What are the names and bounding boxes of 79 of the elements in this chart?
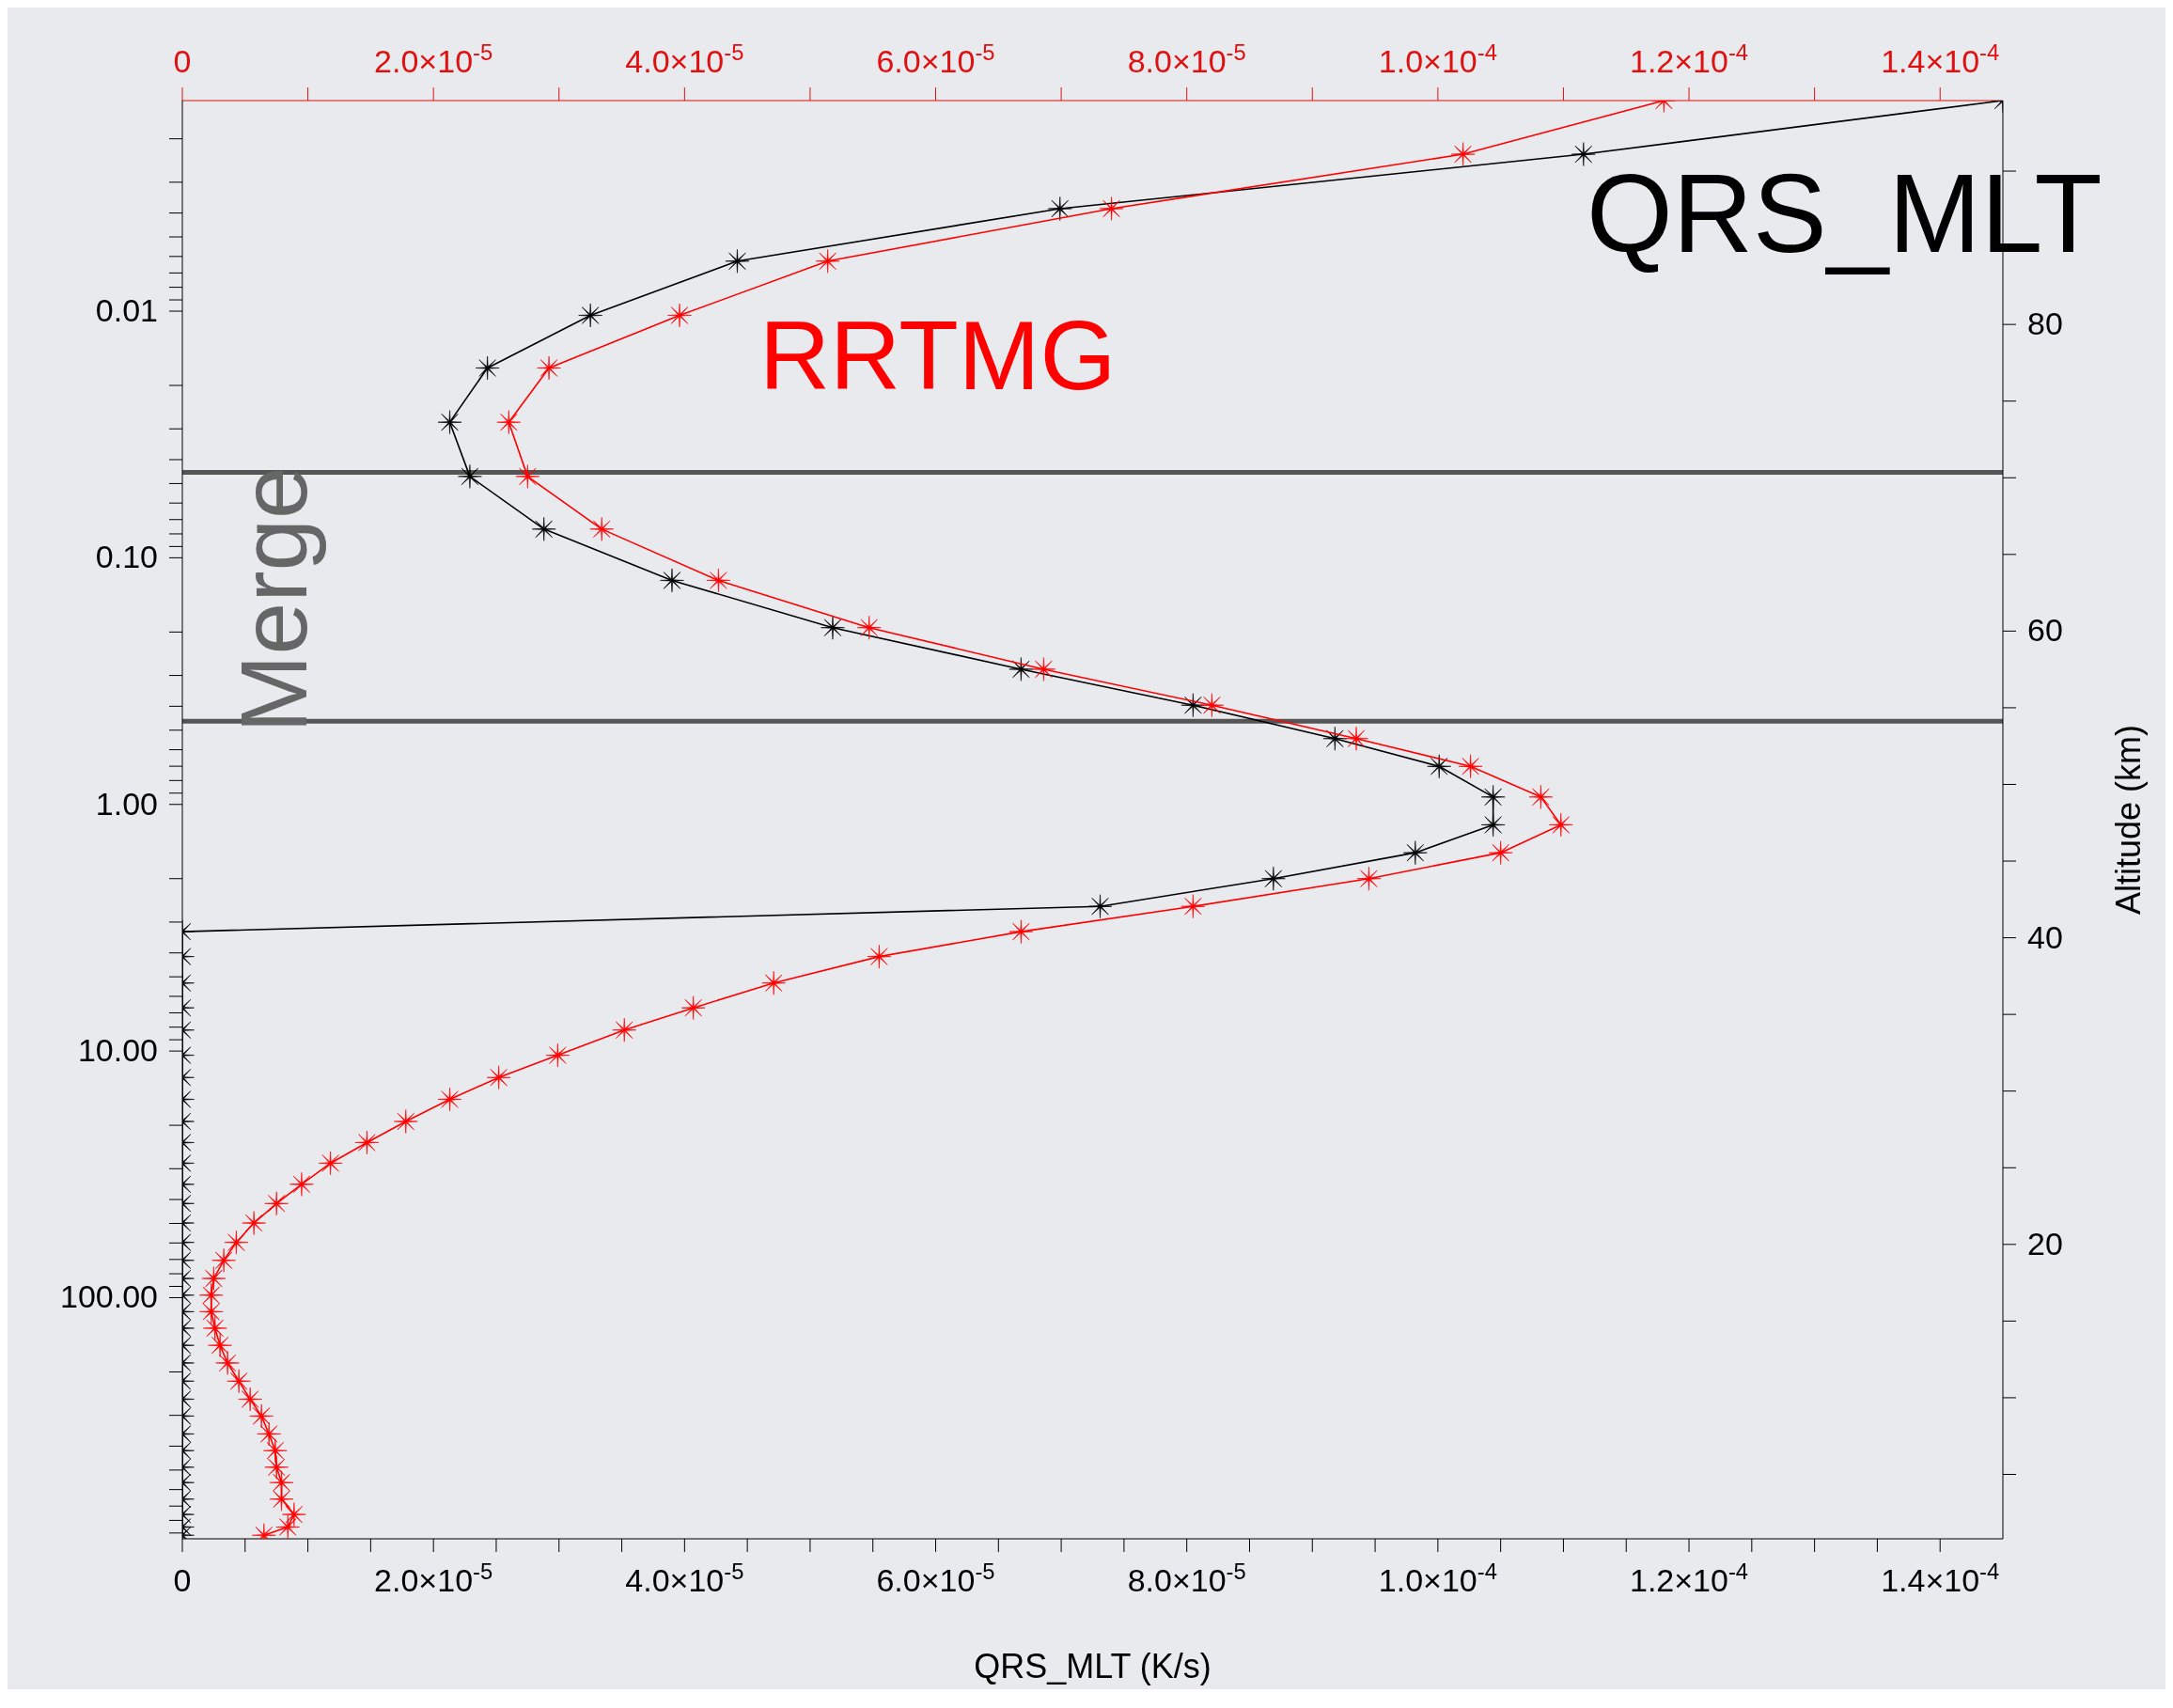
- x-tick-label: 4.0×10$^{-5}$: [625, 1558, 744, 1598]
- point: [1458, 754, 1483, 779]
- point: [208, 1333, 232, 1357]
- point: [238, 1387, 262, 1412]
- point: [264, 1191, 289, 1216]
- point: [612, 1017, 637, 1042]
- point: [680, 995, 706, 1020]
- x-axis-title: QRS_MLT (K/s): [974, 1647, 1212, 1685]
- x2-tick-label: 6.0×10$^{-5}$: [876, 39, 995, 79]
- point: [667, 303, 692, 328]
- point: [867, 944, 892, 969]
- point: [354, 1130, 380, 1155]
- point: [263, 1438, 288, 1463]
- point: [215, 1351, 240, 1375]
- y2-tick-label: 60: [2027, 612, 2063, 649]
- x2-tick-label: 1.0×10$^{-4}$: [1378, 39, 1497, 79]
- x2-tick-label: 1.2×10$^{-4}$: [1629, 39, 1749, 79]
- point: [1528, 785, 1554, 809]
- point: [289, 1172, 314, 1197]
- y-tick-label: 0.10: [95, 539, 158, 575]
- x-tick-label: 2.0×10$^{-5}$: [374, 1558, 493, 1598]
- point: [1488, 840, 1513, 865]
- point: [201, 1266, 227, 1291]
- x-tick-label: 1.0×10$^{-4}$: [1378, 1558, 1497, 1598]
- x-tick-label: 8.0×10$^{-5}$: [1127, 1558, 1246, 1598]
- x-tick-label: 1.2×10$^{-4}$: [1629, 1558, 1749, 1598]
- y-tick-label: 100.00: [60, 1278, 158, 1315]
- y-tick-label: 10.00: [77, 1032, 158, 1069]
- point: [1356, 866, 1382, 891]
- point: [1450, 142, 1476, 166]
- point: [393, 1109, 418, 1134]
- point: [486, 1065, 511, 1090]
- point: [269, 1487, 294, 1512]
- y2-tick-label: 80: [2027, 306, 2063, 342]
- x2-tick-label: 8.0×10$^{-5}$: [1127, 39, 1246, 79]
- point: [515, 464, 540, 489]
- series-label: QRS_MLT: [1587, 151, 2103, 275]
- annotation: Merge: [221, 466, 326, 733]
- point: [1031, 657, 1056, 682]
- x-tick-label: 0: [173, 1562, 192, 1598]
- point: [1548, 812, 1573, 838]
- point: [589, 517, 614, 541]
- point: [257, 1421, 281, 1447]
- x2-tick-label: 2.0×10$^{-5}$: [374, 39, 493, 79]
- x-tick-label: 6.0×10$^{-5}$: [876, 1558, 995, 1598]
- point: [249, 1403, 274, 1429]
- point: [1099, 196, 1124, 221]
- point: [437, 1087, 462, 1112]
- x-tick-label: 1.4×10$^{-4}$: [1881, 1558, 2000, 1598]
- y2-axis-title: Altitude (km): [2108, 724, 2148, 916]
- y-tick-label: 0.01: [95, 292, 158, 329]
- point: [318, 1151, 343, 1176]
- point: [198, 1299, 224, 1324]
- point: [224, 1230, 249, 1255]
- point: [761, 970, 786, 995]
- x2-tick-label: 4.0×10$^{-5}$: [625, 39, 744, 79]
- point: [1180, 894, 1206, 918]
- point: [202, 1316, 227, 1340]
- y2-tick-label: 40: [2027, 918, 2063, 955]
- y-tick-label: 1.00: [95, 785, 158, 822]
- point: [496, 410, 522, 434]
- point: [211, 1248, 236, 1273]
- point: [264, 1455, 289, 1480]
- point: [227, 1369, 251, 1394]
- y2-tick-label: 20: [2027, 1225, 2063, 1261]
- point: [242, 1211, 266, 1235]
- point: [856, 615, 882, 640]
- point: [1199, 693, 1225, 717]
- point: [275, 1514, 301, 1539]
- point: [706, 568, 731, 593]
- point: [815, 249, 840, 274]
- point: [282, 1502, 306, 1527]
- point: [1344, 726, 1368, 751]
- series-label: RRTMG: [759, 301, 1117, 410]
- point: [537, 355, 561, 381]
- point: [1008, 919, 1034, 944]
- point: [545, 1042, 571, 1068]
- x2-tick-label: 1.4×10$^{-4}$: [1881, 39, 2000, 79]
- x2-tick-label: 0: [173, 43, 192, 79]
